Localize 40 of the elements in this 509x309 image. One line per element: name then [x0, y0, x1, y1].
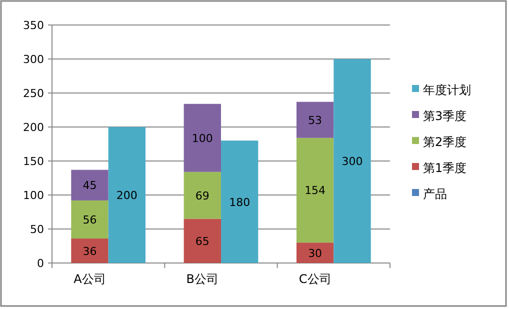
bar: [296, 242, 334, 263]
y-tick-label: 100: [23, 189, 44, 202]
bar: [296, 102, 334, 138]
bar: [71, 200, 108, 239]
x-tick-label: B公司: [186, 272, 219, 286]
y-tick-label: 250: [23, 87, 44, 100]
legend-label: 第1季度: [423, 161, 467, 175]
data-label: 45: [82, 179, 97, 192]
data-label: 65: [195, 234, 210, 248]
legend-label: 第3季度: [423, 109, 467, 123]
bar: [296, 138, 334, 243]
y-tick-label: 0: [37, 257, 44, 270]
data-label: 180: [229, 196, 250, 209]
x-tick-label: C公司: [298, 272, 332, 286]
y-tick-label: 200: [23, 121, 44, 134]
x-tick-label: A公司: [74, 272, 106, 286]
legend-label: 产品: [423, 187, 447, 201]
y-tick-label: 150: [23, 155, 44, 168]
bar: [221, 140, 258, 263]
bar: [108, 127, 146, 263]
y-tick-label: 300: [23, 53, 44, 66]
bar: [184, 172, 221, 219]
legend-label: 第2季度: [423, 135, 467, 149]
bar: [334, 59, 371, 263]
data-label: 36: [82, 244, 97, 258]
data-label: 53: [308, 114, 322, 127]
bar: [184, 218, 221, 263]
y-tick-label: 50: [30, 223, 44, 236]
data-label: 100: [192, 132, 213, 145]
data-label: 69: [195, 189, 210, 202]
bar: [184, 104, 221, 172]
data-label: 300: [342, 155, 363, 168]
data-label: 30: [308, 246, 322, 260]
data-label: 200: [116, 189, 138, 202]
bar: [71, 170, 108, 200]
legend-label: 年度计划: [423, 83, 471, 97]
data-label: 154: [304, 184, 326, 198]
data-label: 56: [82, 213, 97, 226]
y-tick-label: 350: [23, 19, 44, 32]
bar: [71, 238, 108, 263]
